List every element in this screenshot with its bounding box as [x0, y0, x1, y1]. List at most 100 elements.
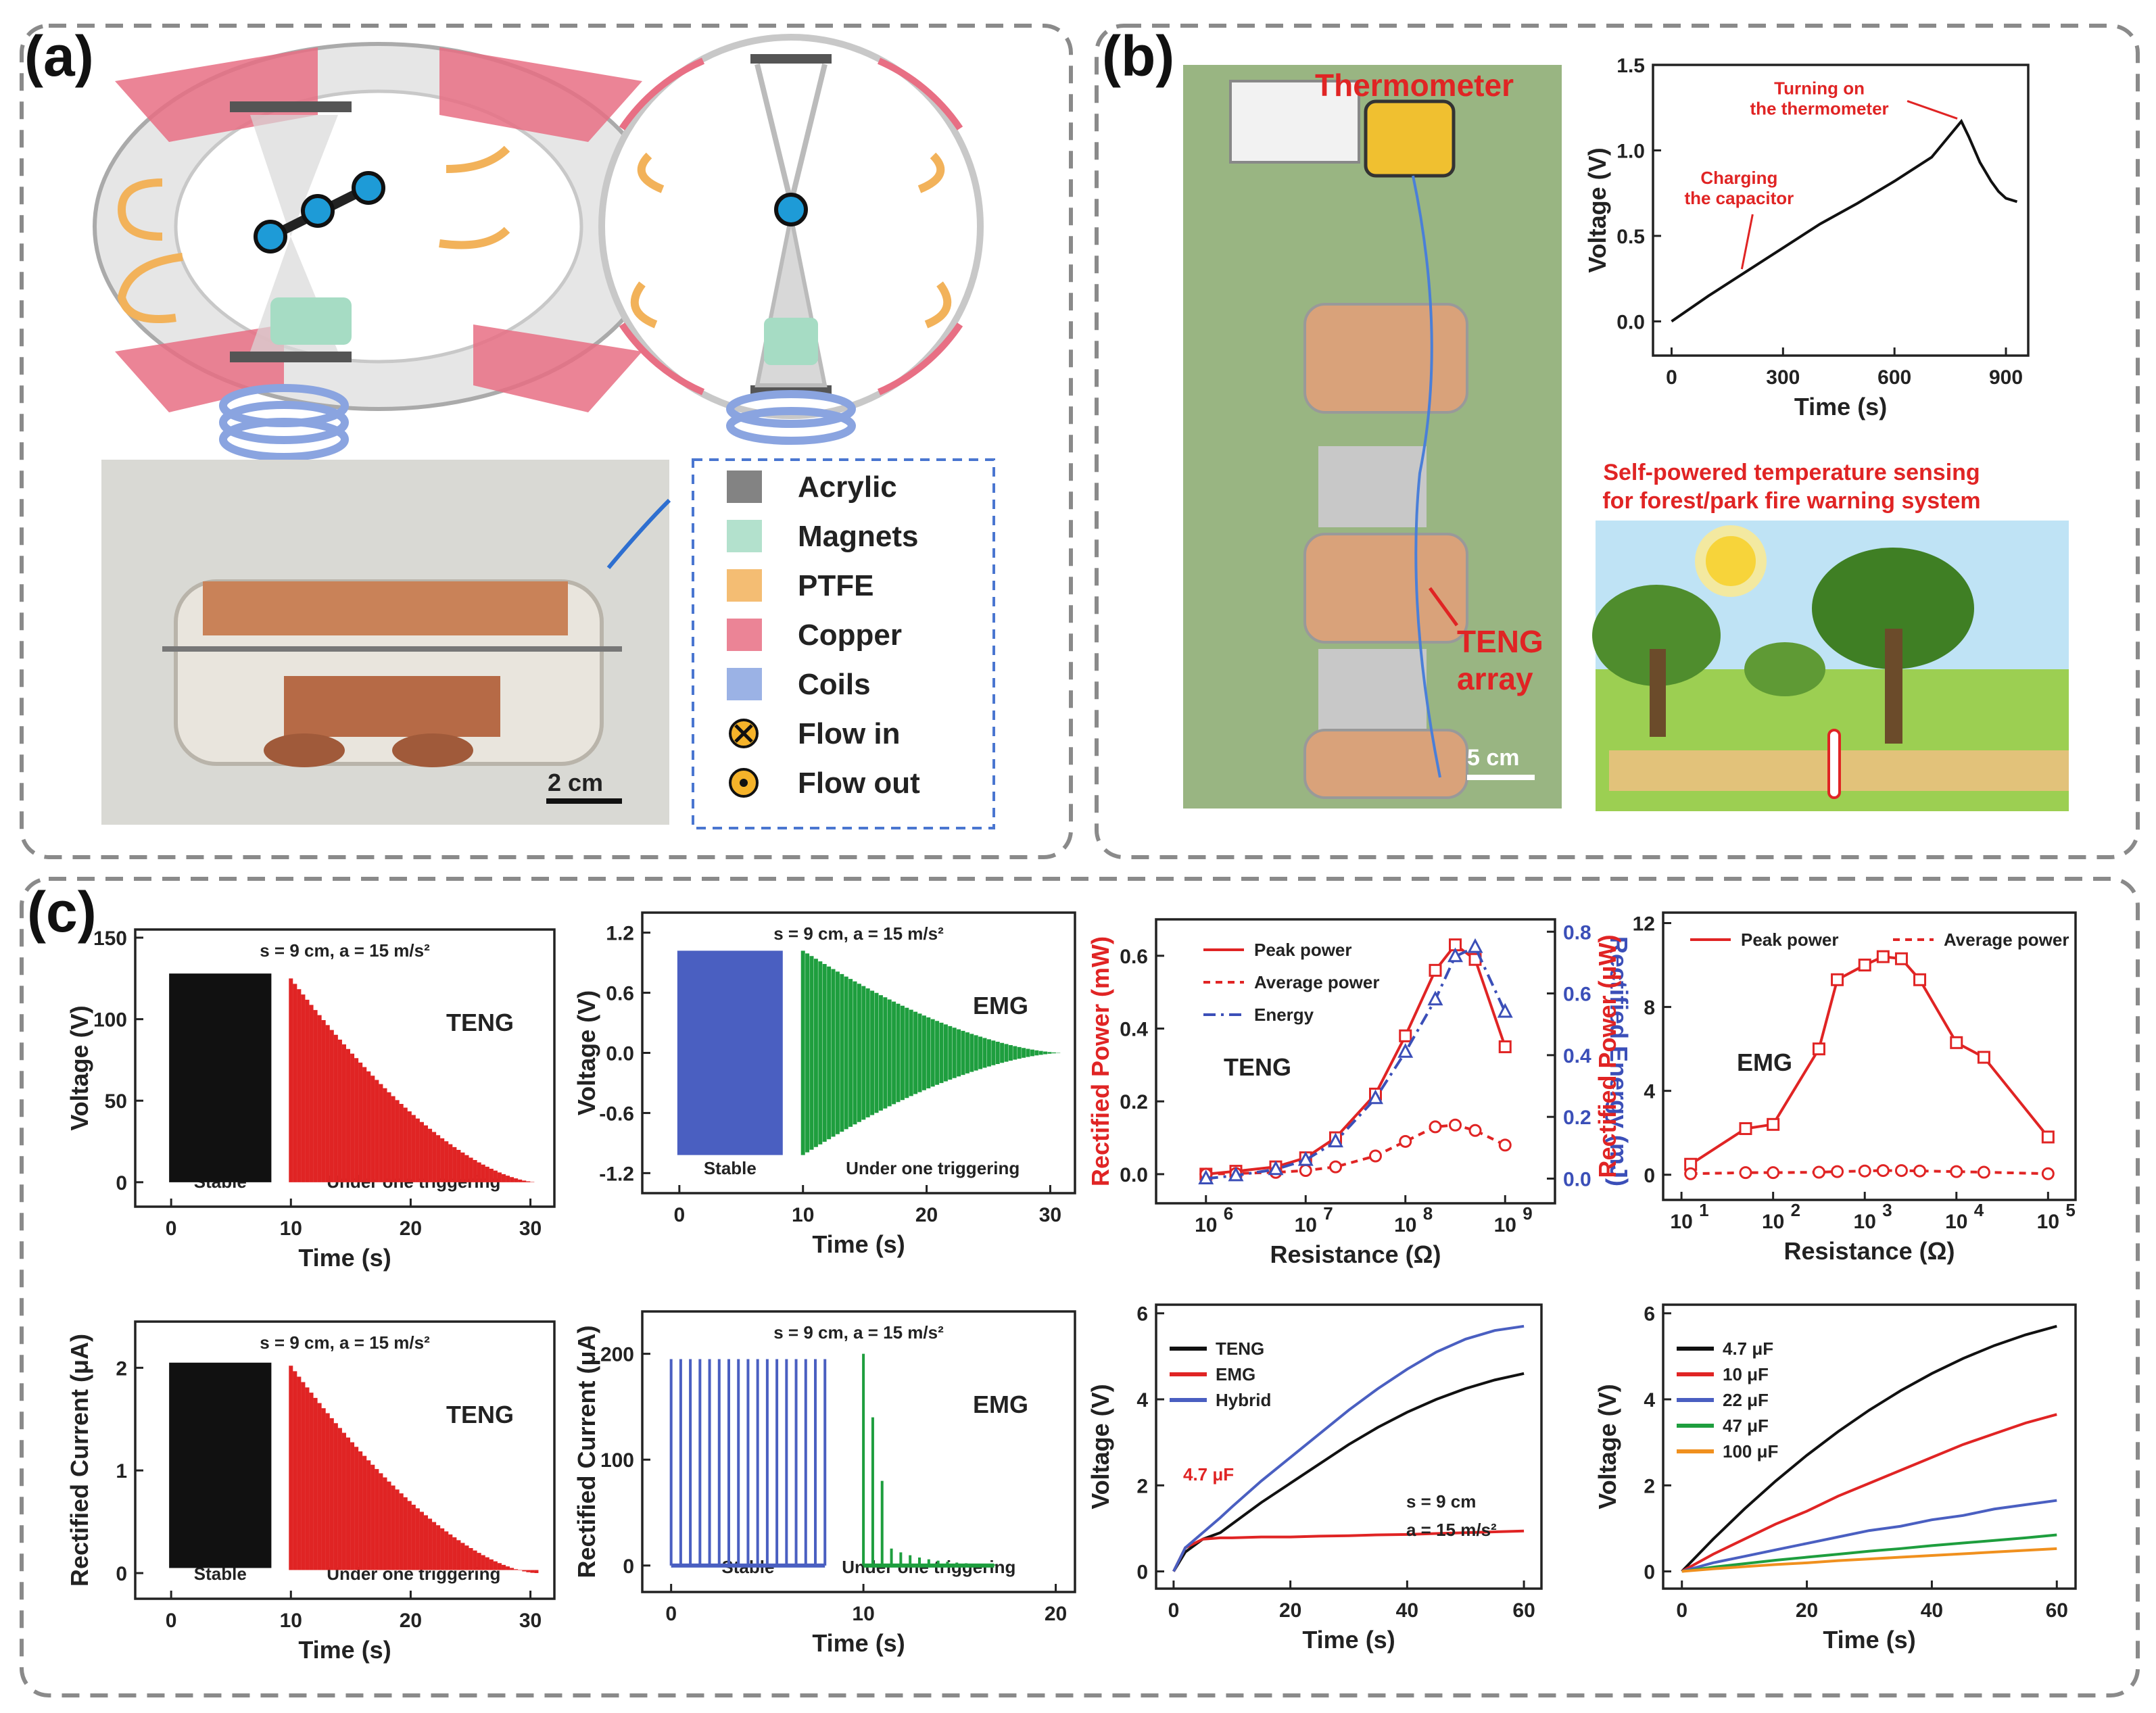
- x-tick-label: 40: [1921, 1599, 1943, 1622]
- teng-label: TENG: [1457, 624, 1543, 659]
- y-axis-label: Voltage (V): [66, 1005, 93, 1130]
- series-average-power-point: [1498, 1138, 1512, 1152]
- panel-a-label: (a): [24, 24, 94, 88]
- legend-label-0: Acrylic: [798, 471, 897, 504]
- legend-text: Hybrid: [1216, 1390, 1271, 1410]
- x-tick-label: 10: [1494, 1214, 1516, 1236]
- x-tick-exponent: 8: [1423, 1203, 1433, 1224]
- y-axis-label: Rectified Power (μW): [1594, 934, 1621, 1178]
- series-stable-trace: [669, 1359, 827, 1566]
- series-energy-point: [1198, 1169, 1214, 1184]
- y-tick-label: 0.0: [1120, 1164, 1148, 1186]
- series-stable-trace: [169, 973, 272, 1182]
- y-tick-label: 0.6: [606, 983, 634, 1005]
- x-tick-label: 900: [1989, 366, 2023, 389]
- series-peak-power-point: [1739, 1122, 1752, 1136]
- series-energy-point: [1427, 990, 1443, 1006]
- series-average-power-point: [1950, 1165, 1963, 1178]
- x-tick-exponent: 5: [2065, 1200, 2075, 1220]
- series-energy-point: [1397, 1043, 1414, 1058]
- panel-b-label: (b): [1102, 24, 1174, 88]
- y-tick-label: 200: [600, 1344, 634, 1366]
- x-tick-label: 10: [1762, 1211, 1784, 1233]
- y-tick-label: 4: [1644, 1081, 1655, 1103]
- legend-text: 10 μF: [1723, 1364, 1769, 1384]
- teng-array-photo: [1183, 65, 1562, 809]
- y-tick-label: 2: [116, 1357, 127, 1380]
- series-peak-power-point: [1977, 1051, 1990, 1064]
- x-tick-exponent: 1: [1699, 1200, 1708, 1220]
- series-energy-line: [1205, 945, 1507, 1180]
- legend-a: Acrylic Magnets PTFE Copper Coils Flow in Flow…: [727, 471, 920, 800]
- y-tick-label: 0.5: [1616, 226, 1645, 248]
- legend-swatch-2: [727, 569, 762, 602]
- legend-text: 100 μF: [1723, 1441, 1778, 1462]
- x-axis-label: Time (s): [812, 1629, 905, 1657]
- y-tick-label: 100: [93, 1009, 127, 1032]
- y2-tick-label: 0.4: [1563, 1045, 1591, 1067]
- x-tick-label: 40: [1396, 1599, 1418, 1622]
- series-average-power-point: [1468, 1124, 1482, 1137]
- x-tick-label: 10: [1394, 1214, 1416, 1236]
- legend-swatch-4: [727, 668, 762, 700]
- series-peak-power-point: [1894, 952, 1908, 965]
- series-peak-power-point: [1498, 1040, 1512, 1053]
- y-tick-label: 100: [600, 1449, 634, 1472]
- plot-frame: [134, 1320, 556, 1600]
- x-tick-label: 20: [1045, 1603, 1067, 1625]
- series-100-f-line: [1681, 1547, 2057, 1573]
- y-tick-label: 150: [93, 927, 127, 950]
- series-energy-point: [1328, 1132, 1343, 1148]
- y-tick-label: 0: [116, 1563, 127, 1585]
- series-average-power-point: [1369, 1149, 1382, 1163]
- device-photo: [101, 460, 671, 825]
- panel-c-frame: [20, 877, 2140, 1697]
- series-average-power-point: [1913, 1164, 1927, 1178]
- forest-scene-illustration: [1592, 521, 2069, 811]
- plot-frame: [641, 1310, 1076, 1593]
- x-tick-label: 10: [280, 1217, 302, 1240]
- chart-c_teng_power: 1061071081090.00.20.40.60.00.20.40.60.8R…: [1086, 918, 1633, 1268]
- x-tick-exponent: 9: [1523, 1203, 1532, 1224]
- series-energy-point: [1368, 1089, 1383, 1105]
- series-peak-power-point: [1876, 950, 1890, 963]
- plot-frame: [1155, 918, 1556, 1205]
- legend-swatch-3: [727, 619, 762, 651]
- legend-text: 47 μF: [1723, 1416, 1769, 1436]
- y-tick-label: 0: [1136, 1562, 1148, 1584]
- series-average-power-point: [1429, 1120, 1442, 1134]
- scale-bar-b-label: 5 cm: [1467, 745, 1520, 771]
- x-tick-label: 0: [166, 1610, 177, 1632]
- y-tick-label: 0.6: [1120, 946, 1148, 968]
- series-under-one-triggering-trace: [800, 950, 1061, 1155]
- device-label: EMG: [973, 1391, 1028, 1418]
- triggering-caption: Under one triggering: [846, 1158, 1020, 1178]
- flow-out-dot-icon: [740, 779, 748, 787]
- panel-a-frame: [20, 24, 1073, 859]
- series-22-f-line: [1681, 1499, 2057, 1573]
- series-average-power-line: [1205, 1124, 1506, 1176]
- series-average-power-point: [1449, 1118, 1462, 1132]
- y-axis-label: Voltage (V): [573, 990, 600, 1115]
- chart-c_capacitors: 0 20 40 60 0 2 4 6 Time (s) Voltage (V) 4.7 μF 10 μ…: [1594, 1303, 2077, 1654]
- x-tick-exponent: 4: [1974, 1200, 1984, 1220]
- y-axis-label: Voltage (V): [1086, 1384, 1114, 1509]
- plot-frame: [1662, 1303, 2077, 1590]
- y-tick-label: 2: [1644, 1475, 1655, 1497]
- x-tick-exponent: 7: [1323, 1203, 1333, 1224]
- x-tick-label: 0: [1666, 366, 1677, 389]
- y-tick-label: 0.4: [1120, 1019, 1148, 1041]
- chart-c_emg_voltage: 0 10 20 30 -1.2 -0.6 0.0 0.6 1.2 Time (s) Voltage …: [573, 911, 1076, 1258]
- y-tick-label: 1.2: [606, 923, 634, 945]
- y-tick-label: 4: [1644, 1389, 1655, 1412]
- chart-c_teng_current: 0 10 20 30 0 1 2 Time (s) Rectified Current (μA)…: [66, 1320, 556, 1664]
- plot-frame: [1662, 911, 2077, 1201]
- y-tick-label: 0: [116, 1172, 127, 1195]
- series-peak-power-point: [1429, 963, 1442, 977]
- y-axis-label: Voltage (V): [1594, 1384, 1621, 1509]
- chart-b_charge: 0 300 600 900 0.0 0.5 1.0 1.5 Time (s) Voltage (V…: [1583, 55, 2030, 420]
- series-average-power-point: [1399, 1134, 1412, 1148]
- legend-label-3: Copper: [798, 619, 902, 652]
- legend-text: 4.7 μF: [1723, 1338, 1773, 1359]
- cross-section-illustration: [598, 34, 984, 445]
